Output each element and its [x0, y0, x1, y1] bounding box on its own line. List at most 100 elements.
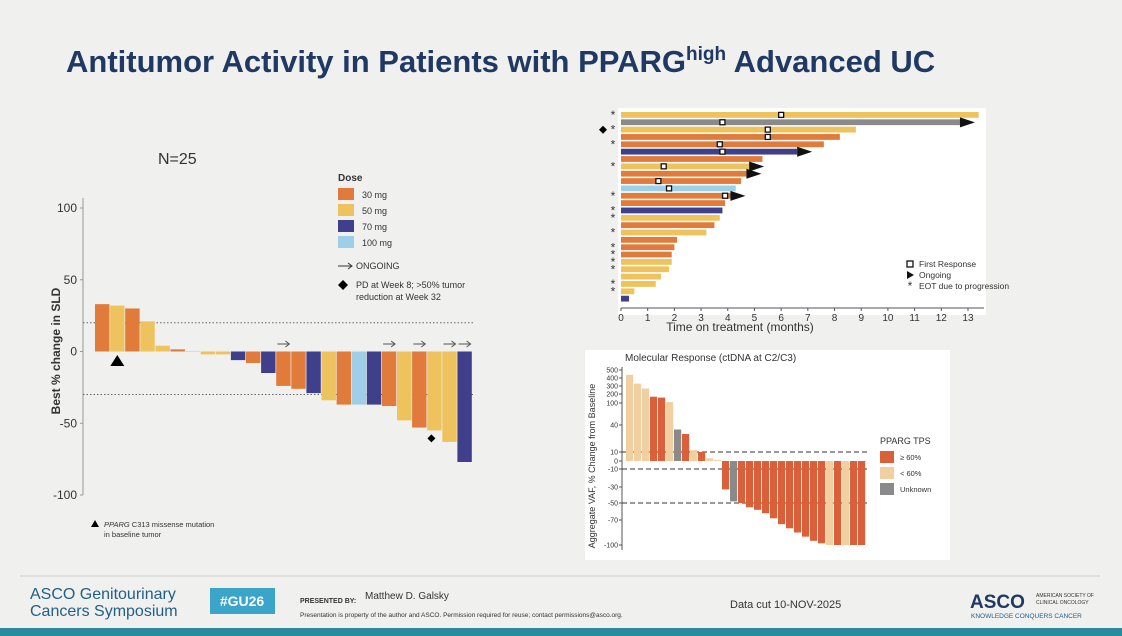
title-main: Antitumor Activity in Patients with PPAR…: [66, 44, 686, 79]
chart-title: Molecular Response (ctDNA at C2/C3): [625, 353, 796, 364]
x-tick-label: 2: [672, 313, 678, 324]
y-tick-label: -50: [60, 416, 78, 430]
legend-response: [906, 260, 914, 268]
eot-marker: *: [611, 277, 616, 291]
ongoing-marker: [730, 190, 746, 201]
legend-label: 70 mg: [362, 222, 387, 232]
bar: [381, 351, 397, 407]
y-tick-label: -100: [604, 543, 618, 550]
bar: [834, 461, 842, 545]
legend-swatch: [338, 220, 354, 232]
bar: [291, 351, 306, 389]
legend-label: First Response: [919, 259, 976, 269]
legend-label: ONGOING: [356, 261, 400, 271]
bar: [200, 351, 216, 355]
ongoing-marker: [959, 117, 975, 128]
ongoing-arrow-head: [466, 340, 472, 348]
bar: [140, 321, 155, 352]
y-tick-label: 500: [606, 368, 618, 375]
bar: [738, 461, 746, 503]
bar: [802, 461, 810, 537]
bar: [276, 351, 291, 386]
swimmer-bar: [621, 126, 856, 133]
legend-swatch: [338, 236, 354, 248]
x-tick-label: 5: [752, 313, 758, 324]
legend-pd-marker: [338, 280, 348, 290]
swimmer-bar: [621, 244, 675, 251]
bar: [826, 461, 834, 545]
legend-swatch: [880, 451, 894, 463]
bar: [366, 351, 382, 405]
response-marker: [764, 133, 771, 141]
bar: [730, 461, 738, 502]
swimmer-bar: [621, 119, 960, 126]
bar: [642, 388, 650, 461]
logo-text: AMERICAN SOCIETY OF: [1036, 593, 1094, 599]
y-tick-label: 200: [606, 392, 618, 399]
bar: [682, 434, 690, 461]
swimmer-bar: [621, 214, 720, 221]
legend-label: 30 mg: [362, 190, 387, 200]
response-marker: [655, 177, 662, 185]
bar: [215, 351, 231, 355]
bar: [850, 461, 858, 545]
bar: [170, 349, 185, 352]
y-axis-label: Aggregate VAF, % Change from Baseline: [587, 384, 597, 548]
bar: [634, 383, 642, 461]
footnote: in baseline tumor: [104, 530, 162, 539]
x-tick-label: 4: [725, 313, 731, 324]
x-tick-label: 8: [832, 313, 838, 324]
swimmer-bar: [621, 200, 726, 206]
legend-label: 50 mg: [362, 206, 387, 216]
swimmer-bar: [621, 134, 840, 140]
swimmer-bar: [621, 163, 750, 170]
ongoing-marker: [746, 168, 762, 179]
bar: [442, 351, 457, 442]
eot-marker: *: [611, 211, 616, 225]
swimmer-bar: [621, 236, 678, 243]
y-tick-label: -50: [608, 501, 618, 508]
bar: [261, 351, 276, 374]
y-axis-label: Best % change in SLD: [49, 287, 63, 414]
ongoing-arrow-head: [390, 340, 396, 348]
eot-marker: *: [611, 159, 616, 173]
bar: [810, 461, 818, 541]
eot-marker: *: [611, 189, 616, 203]
y-tick-label: 300: [606, 384, 618, 391]
x-tick-label: 7: [805, 313, 811, 324]
y-tick-label: 40: [610, 423, 618, 430]
bar: [427, 351, 442, 431]
x-tick-label: 9: [858, 313, 864, 324]
hashtag-box: [210, 588, 275, 614]
bar: [858, 461, 866, 545]
ongoing-marker: [797, 146, 813, 157]
x-tick-label: 3: [698, 313, 704, 324]
bar: [754, 461, 762, 510]
swimmer-bar: [621, 222, 715, 229]
logo-text: CLINICAL ONCOLOGY: [1036, 600, 1089, 606]
legend-swatch: [338, 204, 354, 216]
bar: [457, 351, 472, 462]
x-tick-label: 11: [909, 313, 920, 324]
bar: [714, 460, 722, 461]
permission: Presentation is property of the author a…: [300, 612, 623, 619]
bar: [770, 461, 778, 519]
swimmer-bar: [621, 229, 707, 236]
legend-ongoing-head: [347, 262, 353, 270]
bar: [706, 458, 714, 461]
legend-label: EOT due to progression: [919, 281, 1009, 291]
presented-by: PRESENTED BY:: [300, 598, 356, 605]
bar: [842, 461, 850, 545]
y-tick-label: -10: [608, 467, 618, 474]
response-marker: [719, 148, 726, 155]
swimmer-bar: [621, 156, 763, 162]
swimmer-bar: [621, 148, 798, 155]
legend-title: PPARG TPS: [880, 436, 931, 446]
eot-marker: *: [611, 240, 616, 254]
footnote-text: C313 missense mutation: [130, 520, 215, 529]
title-end: Advanced UC: [726, 44, 935, 79]
eot-marker: *: [611, 262, 616, 276]
x-tick-label: 13: [962, 313, 974, 324]
